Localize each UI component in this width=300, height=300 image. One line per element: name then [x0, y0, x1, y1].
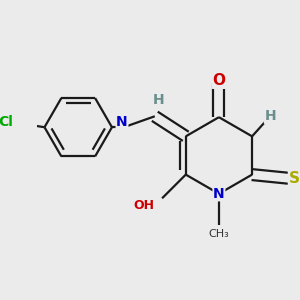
Text: O: O [212, 73, 225, 88]
Text: S: S [289, 171, 299, 186]
Text: N: N [213, 187, 225, 201]
Text: N: N [116, 115, 128, 129]
Text: H: H [265, 109, 276, 123]
Text: H: H [153, 93, 164, 107]
Text: Cl: Cl [0, 115, 14, 129]
Text: OH: OH [134, 199, 155, 212]
Text: CH₃: CH₃ [208, 229, 229, 239]
